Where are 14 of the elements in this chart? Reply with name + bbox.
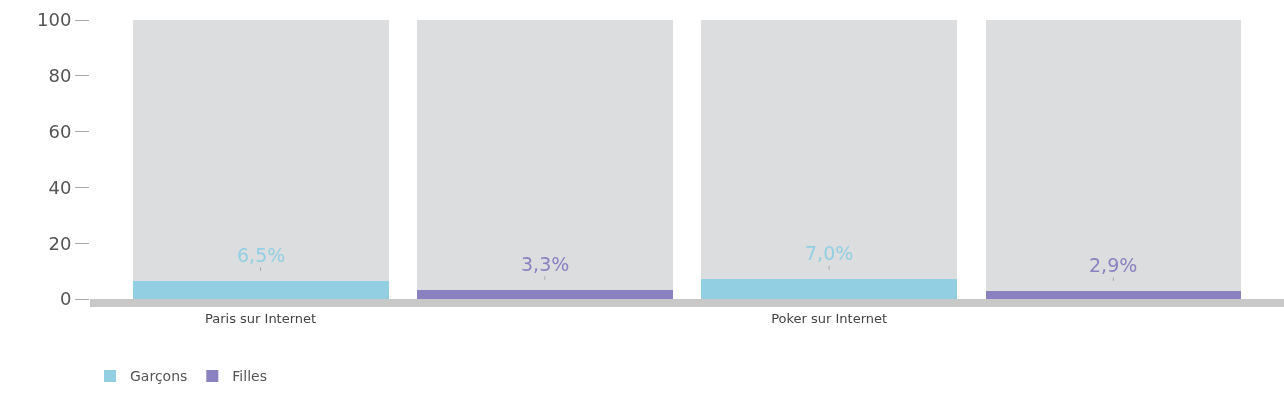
legend-label: Filles: [232, 368, 267, 385]
x-tick-label: Poker sur Internet: [771, 310, 888, 326]
y-tick-label: 40: [48, 176, 72, 198]
data-label: 2,9%: [1089, 254, 1138, 276]
y-tick-label: 60: [48, 120, 72, 142]
y-tick-label: 0: [59, 288, 72, 310]
x-tick-label: Paris sur Internet: [204, 310, 317, 326]
data-label: 7,0%: [805, 242, 854, 264]
data-label: 3,3%: [521, 253, 570, 275]
data-label: 6,5%: [237, 244, 286, 266]
legend-label: Garçons: [130, 368, 188, 385]
y-tick-label: 80: [48, 65, 72, 87]
y-tick-label: 100: [37, 9, 72, 31]
y-tick-label: 20: [48, 232, 72, 254]
